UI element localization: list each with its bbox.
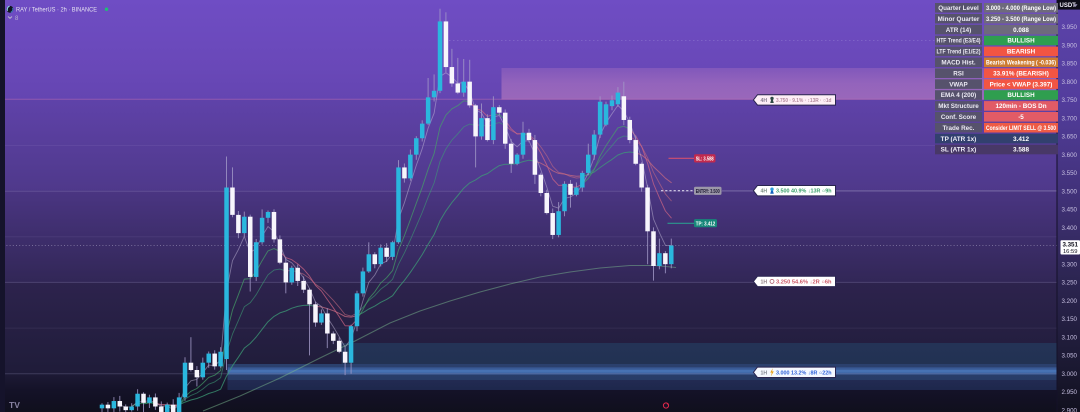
svg-text:0.088: 0.088	[1013, 27, 1029, 34]
svg-text:3.250 54.6% ↓2R ○6h: 3.250 54.6% ↓2R ○6h	[776, 279, 832, 285]
svg-text:2.900: 2.900	[1062, 407, 1078, 412]
svg-text:BULLISH: BULLISH	[1007, 92, 1035, 99]
svg-text:4H: 4H	[761, 189, 768, 195]
svg-text:ENTRY: 3.500: ENTRY: 3.500	[696, 189, 720, 195]
svg-text:TP: 3.412: TP: 3.412	[696, 221, 716, 227]
svg-text:Price < VWAP (3.397): Price < VWAP (3.397)	[990, 81, 1053, 88]
svg-text:120min - BOS Dn: 120min - BOS Dn	[995, 103, 1046, 110]
svg-text:3.800: 3.800	[1062, 79, 1078, 86]
svg-text:Trade Rec.: Trade Rec.	[943, 125, 975, 132]
svg-text:3.150: 3.150	[1062, 316, 1078, 323]
svg-text:3.250 - 3.500 (Range Low): 3.250 - 3.500 (Range Low)	[986, 16, 1056, 23]
svg-text:SL: 3.588: SL: 3.588	[696, 156, 714, 162]
svg-text:RSI: RSI	[953, 70, 964, 77]
svg-text:3.750 · 9.1% · ↕13R · ○1d: 3.750 · 9.1% · ↕13R · ○1d	[776, 98, 832, 104]
svg-text:3.351: 3.351	[1062, 242, 1078, 249]
svg-text:3.000 13.2% ↓8R ○22h: 3.000 13.2% ↓8R ○22h	[776, 370, 832, 376]
svg-text:SL (ATR 1x): SL (ATR 1x)	[941, 147, 977, 154]
svg-text:4H: 4H	[761, 98, 768, 104]
svg-text:3.850: 3.850	[1062, 61, 1078, 68]
svg-text:EMA 4 (200): EMA 4 (200)	[941, 92, 976, 99]
svg-text:2.950: 2.950	[1062, 389, 1078, 396]
svg-text:3.300: 3.300	[1062, 261, 1078, 268]
svg-text:3.600: 3.600	[1062, 152, 1078, 159]
svg-text:RAY / TetherUS · 2h · BINANCE: RAY / TetherUS · 2h · BINANCE	[16, 7, 97, 14]
svg-text:BEARISH: BEARISH	[1007, 49, 1036, 56]
svg-text:1H: 1H	[761, 370, 768, 376]
svg-text:3.900: 3.900	[1062, 42, 1078, 49]
svg-text:3.000 - 4.000 (Range Low): 3.000 - 4.000 (Range Low)	[986, 5, 1056, 12]
svg-text:3.550: 3.550	[1062, 170, 1078, 177]
svg-text:3.588: 3.588	[1013, 147, 1029, 154]
svg-text:3.650: 3.650	[1062, 134, 1078, 141]
svg-text:-5: -5	[1018, 114, 1024, 121]
svg-text:VWAP: VWAP	[949, 81, 968, 88]
svg-text:3.950: 3.950	[1062, 24, 1078, 31]
svg-text:3.250: 3.250	[1062, 280, 1078, 287]
svg-text:Conf. Score: Conf. Score	[941, 114, 977, 121]
svg-text:3.000: 3.000	[1062, 371, 1078, 378]
svg-text:TV: TV	[9, 400, 20, 410]
svg-text:3.412: 3.412	[1013, 136, 1029, 143]
svg-text:3.200: 3.200	[1062, 298, 1078, 305]
svg-text:Bearish Weakening ( -0.036): Bearish Weakening ( -0.036)	[986, 60, 1056, 67]
svg-text:3.050: 3.050	[1062, 353, 1078, 360]
svg-text:LTF Trend (E1/E2): LTF Trend (E1/E2)	[937, 49, 981, 56]
svg-text:Quarter Level: Quarter Level	[938, 5, 979, 12]
svg-text:Mkt Structure: Mkt Structure	[938, 103, 979, 110]
svg-text:1H: 1H	[761, 279, 768, 285]
svg-text:MACD Hist.: MACD Hist.	[941, 60, 976, 67]
svg-text:8: 8	[15, 16, 19, 22]
svg-text:3.750: 3.750	[1062, 97, 1078, 104]
svg-text:3.400: 3.400	[1062, 225, 1078, 232]
svg-text:Consider LIMIT SELL @ 3.500: Consider LIMIT SELL @ 3.500	[986, 125, 1056, 132]
svg-text:ATR (14): ATR (14)	[946, 27, 971, 34]
svg-text:Minor Quarter: Minor Quarter	[938, 16, 980, 23]
svg-text:TP (ATR 1x): TP (ATR 1x)	[941, 136, 977, 143]
svg-text:3.500: 3.500	[1062, 188, 1078, 195]
svg-text:USDT: USDT	[1060, 3, 1077, 9]
svg-text:33.91% (BEARISH): 33.91% (BEARISH)	[993, 70, 1049, 77]
svg-text:3.100: 3.100	[1062, 334, 1078, 341]
svg-text:BULLISH: BULLISH	[1007, 38, 1035, 45]
svg-text:HTF Trend (E3/E4): HTF Trend (E3/E4)	[937, 38, 981, 45]
svg-text:3.700: 3.700	[1062, 115, 1078, 122]
svg-text:3.500 40.9% ↓13R ○9h: 3.500 40.9% ↓13R ○9h	[776, 189, 832, 195]
svg-text:3.450: 3.450	[1062, 207, 1078, 214]
svg-text:16:59: 16:59	[1063, 249, 1078, 255]
